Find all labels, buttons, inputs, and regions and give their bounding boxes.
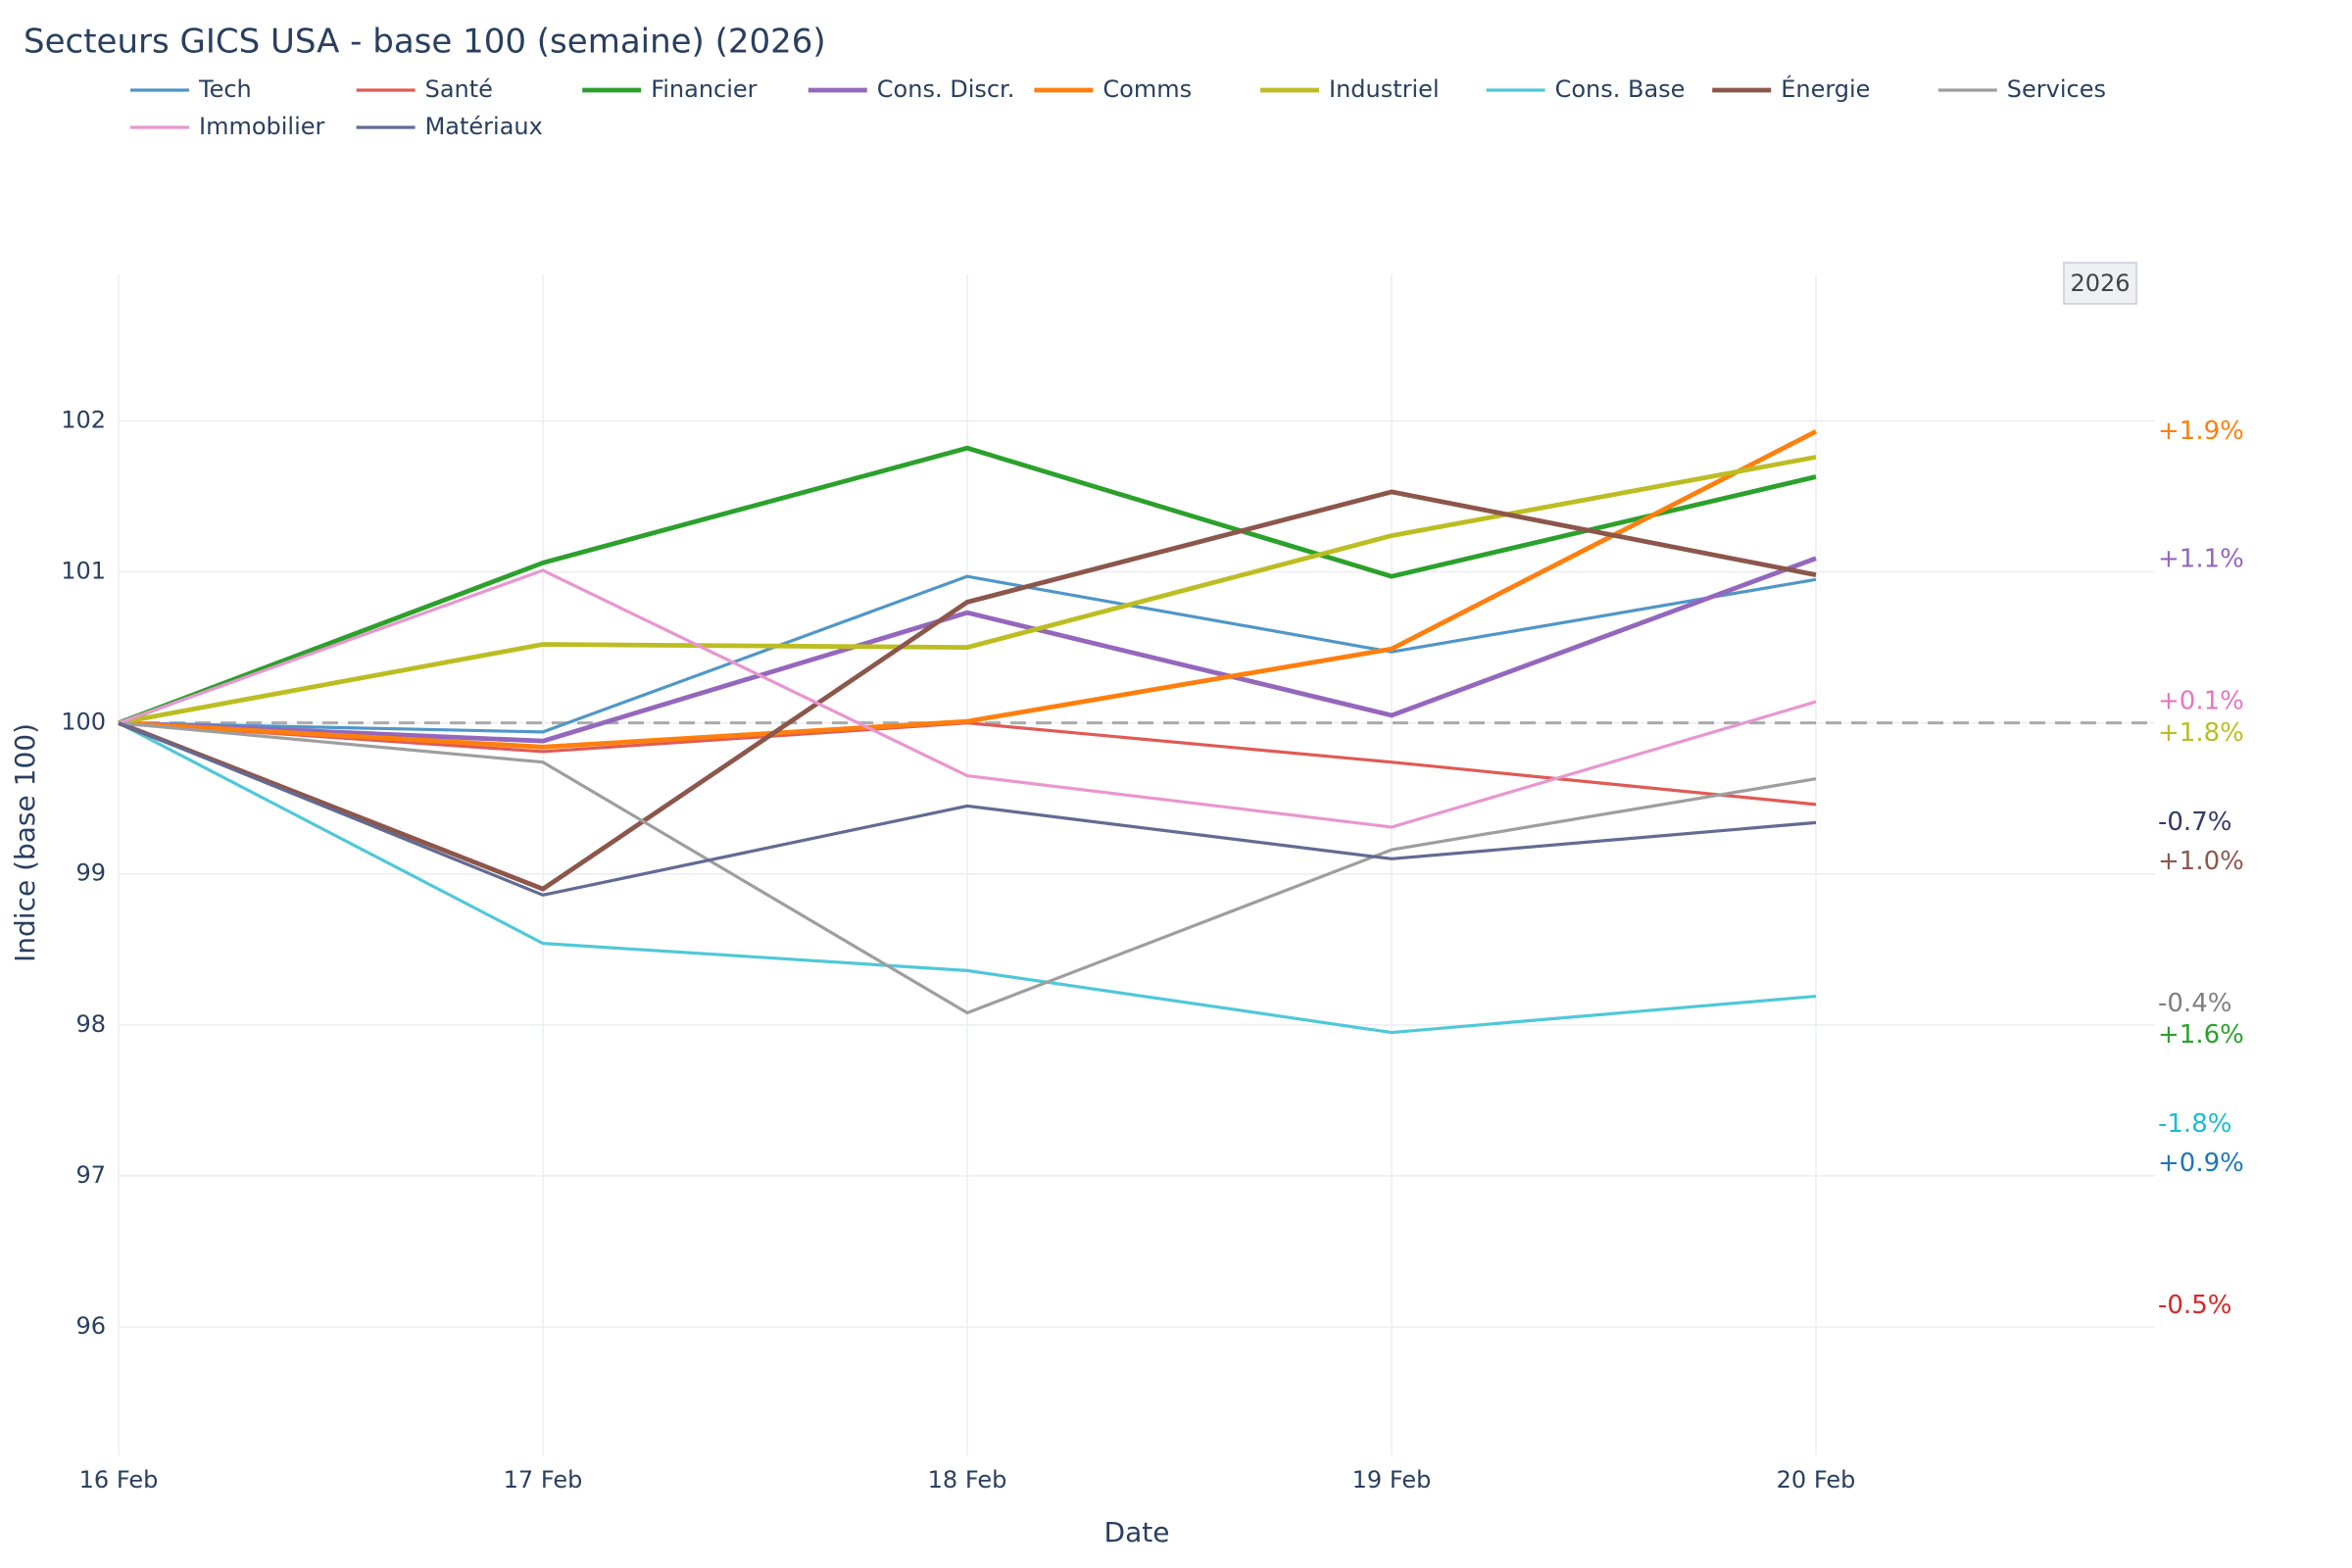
y-tick-label: 99 xyxy=(75,859,106,887)
annotation: +1.1% xyxy=(2158,545,2244,574)
series-line xyxy=(118,429,1818,750)
annotation: -0.4% xyxy=(2158,989,2231,1018)
annotation: -0.7% xyxy=(2158,808,2231,837)
legend-label: Financier xyxy=(651,75,757,103)
y-tick-label: 101 xyxy=(61,558,106,585)
series-line xyxy=(118,455,1817,726)
x-tick-label: 18 Feb xyxy=(928,1466,1007,1494)
x-axis-title: Date xyxy=(1104,1516,1170,1548)
y-tick-label: 102 xyxy=(61,406,106,433)
x-tick-label: 17 Feb xyxy=(504,1466,583,1494)
legend-label: Énergie xyxy=(1781,74,1870,103)
y-tick-label: 97 xyxy=(75,1161,106,1189)
legend-label: Matériaux xyxy=(425,113,543,140)
series-line xyxy=(118,574,1817,734)
annotation: +1.0% xyxy=(2158,847,2244,876)
y-tick-label: 98 xyxy=(75,1010,106,1038)
annotation: -1.8% xyxy=(2158,1109,2231,1139)
legend-label: Cons. Base xyxy=(1555,75,1686,103)
annotation: +1.9% xyxy=(2158,416,2244,446)
legend-label: Tech xyxy=(198,75,252,103)
annotation: +0.9% xyxy=(2158,1149,2244,1178)
series-line xyxy=(118,721,1817,897)
x-tick-label: 16 Feb xyxy=(79,1466,159,1494)
y-tick-label: 100 xyxy=(61,709,106,736)
legend-label: Santé xyxy=(425,75,493,103)
series-line xyxy=(118,489,1817,892)
legend-label: Comms xyxy=(1102,75,1192,103)
x-tick-label: 20 Feb xyxy=(1777,1466,1856,1494)
x-tick-label: 19 Feb xyxy=(1352,1466,1432,1494)
legend-label: Cons. Discr. xyxy=(877,75,1015,103)
legend-label: Immobilier xyxy=(199,113,325,140)
annotation: +1.6% xyxy=(2158,1020,2244,1050)
legend-label: Services xyxy=(2007,75,2106,103)
badge: 2026 xyxy=(2070,270,2130,297)
legend-label: Industriel xyxy=(1329,75,1440,103)
series-line xyxy=(118,556,1817,744)
chart-title: Secteurs GICS USA - base 100 (semaine) (… xyxy=(24,23,826,62)
series-line xyxy=(118,568,1817,829)
annotation: +0.1% xyxy=(2158,687,2244,716)
badge-box xyxy=(2063,262,2137,305)
series-line xyxy=(118,721,1817,1035)
series-line xyxy=(118,445,1817,725)
y-axis-title: Indice (base 100) xyxy=(9,723,41,962)
y-tick-label: 96 xyxy=(75,1312,106,1340)
annotation: -0.5% xyxy=(2158,1291,2231,1320)
annotation: +1.8% xyxy=(2158,718,2244,748)
series-line xyxy=(118,721,1817,1015)
